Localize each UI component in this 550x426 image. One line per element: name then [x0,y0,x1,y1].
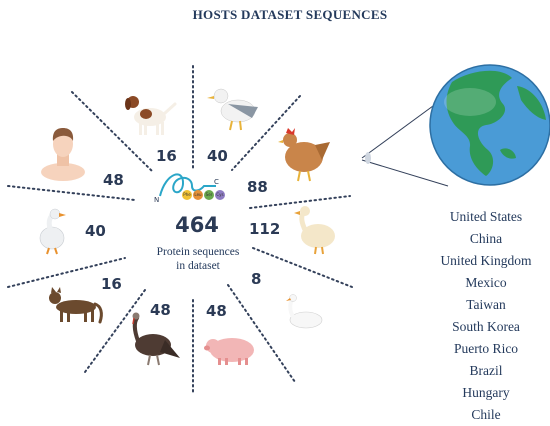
country-item: Mexico [465,275,507,290]
protein-bead-label: Phe [183,192,191,197]
country-item: China [469,231,503,246]
chicken-icon [278,128,330,182]
protein-bead-label: Leu [194,192,202,197]
country-item: United States [449,209,523,224]
separator-line [7,185,136,201]
human-count: 48 [103,171,124,189]
country-item: South Korea [452,319,520,334]
swan-count: 8 [251,270,262,288]
country-item: Taiwan [466,297,506,312]
total-sequences-label: Protein sequences in dataset [128,245,268,273]
goose-icon [294,206,335,255]
turkey-icon [132,312,180,366]
cat-icon [49,287,103,324]
seagull-count: 40 [207,147,228,165]
protein-strand-icon [159,173,225,200]
protein-bead-label: Ser [205,192,213,197]
pig-count: 48 [206,302,227,320]
globe-icon [361,64,550,187]
total-label-line: Protein sequences [156,246,240,258]
swan-icon [286,294,323,329]
country-item: Brazil [469,363,503,378]
country-item: Puerto Rico [453,341,519,356]
duck-icon [39,208,66,255]
protein-bead-label: Cys [216,192,224,197]
turkey-count: 48 [150,301,171,319]
separator-line [7,257,126,288]
separator-line [71,91,154,173]
goose-count: 112 [249,220,281,238]
separator-line [231,95,301,171]
page-title: HOSTS DATASET SEQUENCES [192,7,388,22]
chicken-count: 88 [247,178,268,196]
duck-count: 40 [85,222,106,240]
total-sequences-count: 464 [175,213,219,237]
seagull-icon [207,88,258,131]
country-item: United Kingdom [440,253,532,268]
separator-line [84,289,146,373]
country-item: Hungary [462,385,510,400]
country-list: United States China United Kingdom Mexic… [432,206,540,426]
dog-icon [125,96,177,135]
pig-icon [204,338,254,365]
country-item: Chile [471,407,501,422]
dog-count: 16 [156,147,177,165]
cat-count: 16 [101,275,122,293]
total-label-line: in dataset [176,260,220,272]
separator-line [249,195,351,209]
separator-line [227,284,296,383]
radial-separators [7,65,353,393]
human-icon [41,128,85,181]
protein-n-terminal-label: N [154,196,160,204]
protein-c-terminal-label: C [214,178,219,186]
